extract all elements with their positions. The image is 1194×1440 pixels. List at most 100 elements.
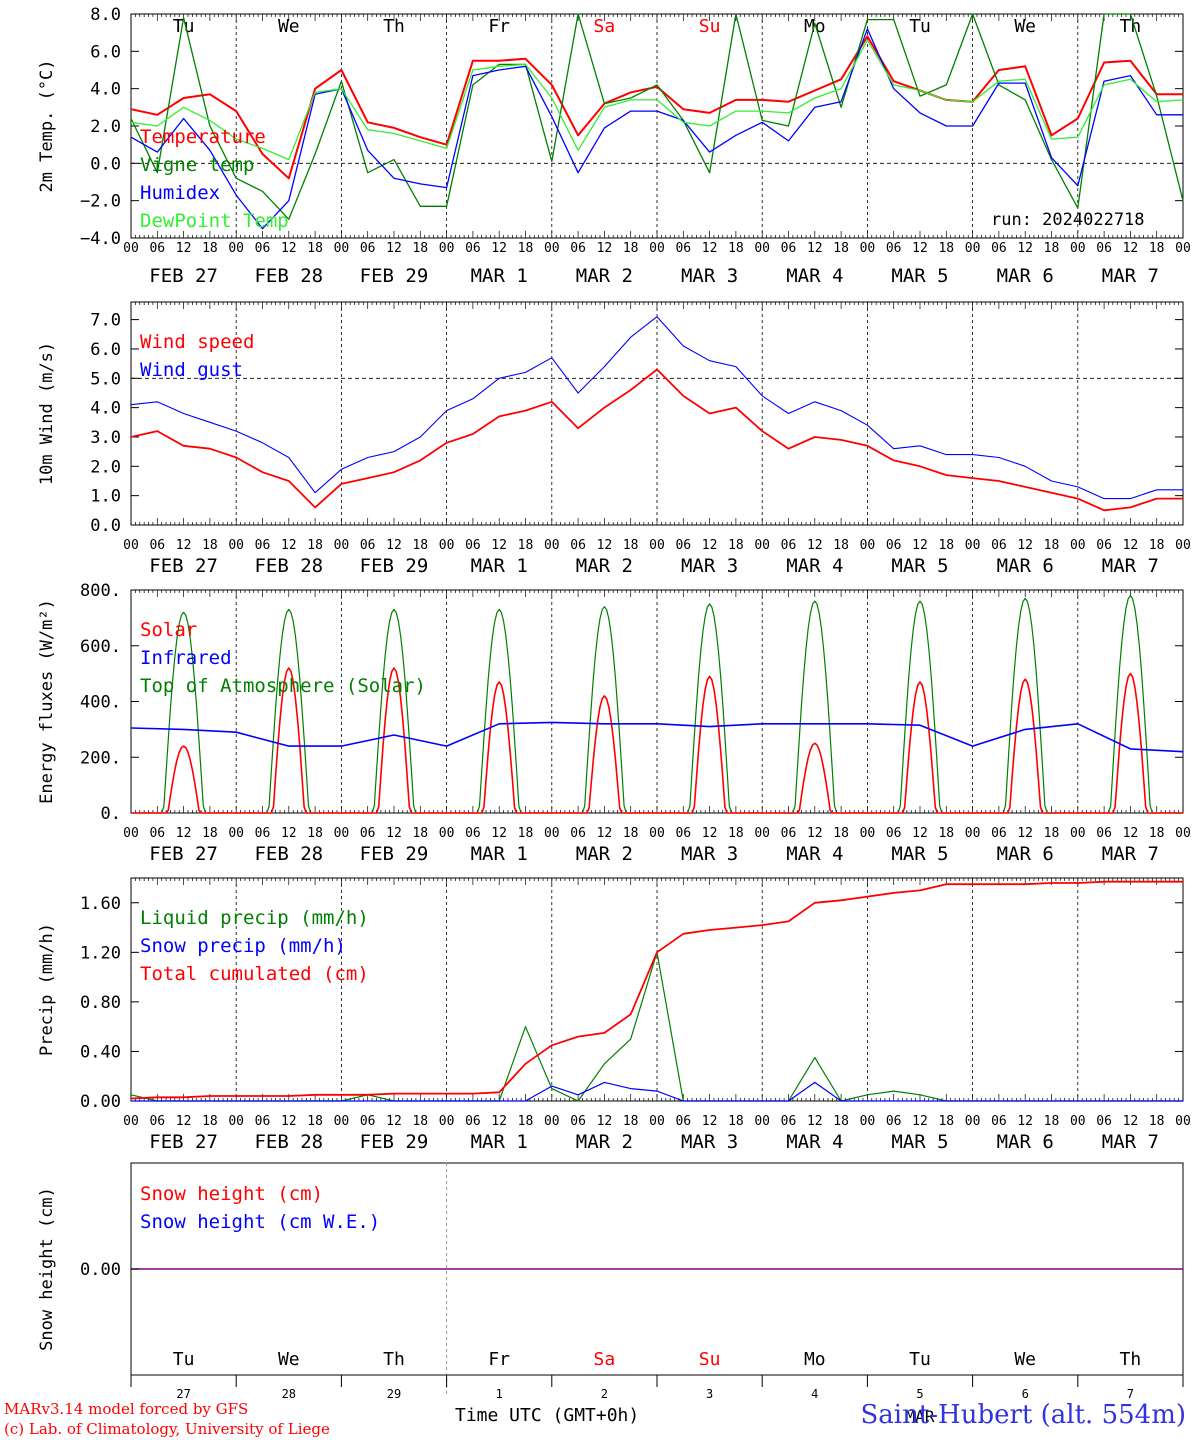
hour-tick-label: 18: [938, 538, 954, 553]
hour-tick-label: 06: [149, 241, 165, 256]
hour-tick-label: 12: [597, 538, 613, 553]
date-label: MAR 3: [681, 265, 738, 287]
hour-tick-label: 00: [965, 1114, 981, 1129]
hour-tick-label: 18: [412, 241, 428, 256]
hour-tick-label: 00: [439, 241, 455, 256]
date-label: MAR 5: [891, 1131, 948, 1153]
hour-tick-label: 12: [912, 241, 928, 256]
hour-tick-label: 00: [649, 538, 665, 553]
hour-tick-label: 06: [465, 1114, 481, 1129]
hour-tick-label: 12: [386, 826, 402, 841]
hour-tick-label: 00: [544, 1114, 560, 1129]
hour-tick-label: 06: [360, 826, 376, 841]
hour-tick-label: 06: [465, 538, 481, 553]
date-label: MAR 7: [1102, 843, 1159, 865]
hour-tick-label: 00: [544, 826, 560, 841]
legend-humidex: Humidex: [140, 182, 220, 204]
legend-temperature: Temperature: [140, 126, 266, 148]
hour-tick-label: 06: [149, 538, 165, 553]
date-label: MAR 3: [681, 843, 738, 865]
hour-tick-label: 00: [754, 241, 770, 256]
series-humidex: [130, 28, 1183, 230]
date-label: MAR 7: [1102, 1131, 1159, 1153]
bottom-weekday-label: Sa: [594, 1349, 616, 1370]
bottom-weekday-label: Tu: [909, 1349, 931, 1370]
panel-4-ytick-label: 1.60: [80, 894, 121, 914]
panel-5-ytick-label: 0.00: [80, 1260, 121, 1280]
hour-tick-label: 18: [728, 1114, 744, 1129]
hour-tick-label: 18: [202, 826, 218, 841]
hour-tick-label: 18: [728, 538, 744, 553]
hour-tick-label: 12: [912, 1114, 928, 1129]
series-wind-gust: [130, 316, 1183, 500]
hour-tick-label: 06: [255, 826, 271, 841]
hour-tick-label: 00: [1175, 241, 1191, 256]
legend-vigne-temp: Vigne temp: [140, 154, 254, 176]
hour-tick-label: 06: [886, 1114, 902, 1129]
date-label: FEB 29: [360, 1131, 429, 1153]
hour-tick-label: 12: [702, 538, 718, 553]
hour-tick-label: 00: [334, 1114, 350, 1129]
hour-tick-label: 18: [833, 241, 849, 256]
hour-tick-label: 12: [176, 826, 192, 841]
hour-tick-label: 12: [491, 538, 507, 553]
hour-tick-label: 06: [255, 1114, 271, 1129]
hour-tick-label: 06: [255, 241, 271, 256]
panel-4-ytick-label: 0.00: [80, 1092, 121, 1112]
hour-tick-label: 06: [1096, 241, 1112, 256]
date-label: MAR 7: [1102, 555, 1159, 577]
date-label: MAR 5: [891, 265, 948, 287]
hour-tick-label: 12: [176, 241, 192, 256]
legend-infrared: Infrared: [140, 647, 232, 669]
hour-tick-label: 06: [991, 826, 1007, 841]
hour-tick-label: 18: [518, 538, 534, 553]
panel-2-ylabel: 10m Wind (m/s): [37, 342, 57, 485]
date-label: MAR 5: [891, 555, 948, 577]
hour-tick-label: 00: [860, 241, 876, 256]
hour-tick-label: 00: [1175, 1114, 1191, 1129]
hour-tick-label: 06: [781, 241, 797, 256]
date-label: MAR 2: [576, 1131, 633, 1153]
weekday-label: We: [1014, 16, 1036, 37]
panel-3-ytick-label: 0.: [101, 804, 121, 824]
series-wind-speed: [130, 368, 1183, 512]
hour-tick-label: 06: [991, 538, 1007, 553]
hour-tick-label: 18: [412, 538, 428, 553]
hour-tick-label: 12: [281, 538, 297, 553]
hour-tick-label: 00: [649, 241, 665, 256]
date-label: FEB 28: [254, 1131, 323, 1153]
panel-2-ytick-label: 5.0: [90, 369, 121, 389]
date-label: FEB 27: [149, 843, 218, 865]
panel-4-ytick-label: 0.80: [80, 993, 121, 1013]
hour-tick-label: 06: [781, 1114, 797, 1129]
hour-tick-label: 00: [754, 538, 770, 553]
panel-3-ytick-label: 600.: [80, 637, 121, 657]
date-label: FEB 29: [360, 555, 429, 577]
bottom-weekday-label: Fr: [488, 1349, 510, 1370]
bottom-weekday-label: Mo: [804, 1349, 826, 1370]
day-number-label: 3: [706, 1387, 713, 1401]
panel-2-ytick-label: 2.0: [90, 457, 121, 477]
panel-3-ytick-label: 800.: [80, 581, 121, 601]
date-label: MAR 4: [786, 265, 843, 287]
hour-tick-label: 00: [649, 1114, 665, 1129]
hour-tick-label: 12: [597, 241, 613, 256]
hour-tick-label: 12: [807, 241, 823, 256]
hour-tick-label: 12: [807, 1114, 823, 1129]
weekday-label: Tu: [909, 16, 931, 37]
hour-tick-label: 18: [728, 826, 744, 841]
hour-tick-label: 18: [938, 241, 954, 256]
hour-tick-label: 06: [149, 1114, 165, 1129]
panel-2-ytick-label: 7.0: [90, 311, 121, 331]
panel-1-ytick-label: 0.0: [90, 154, 121, 174]
hour-tick-label: 06: [360, 241, 376, 256]
day-number-label: 6: [1022, 1387, 1029, 1401]
hour-tick-label: 18: [202, 1114, 218, 1129]
hour-tick-label: 00: [1070, 538, 1086, 553]
hour-tick-label: 00: [860, 826, 876, 841]
hour-tick-label: 18: [833, 538, 849, 553]
hour-tick-label: 06: [886, 826, 902, 841]
hour-tick-label: 06: [675, 826, 691, 841]
hour-tick-label: 00: [228, 241, 244, 256]
run-label: run: 2024022718: [991, 210, 1145, 230]
